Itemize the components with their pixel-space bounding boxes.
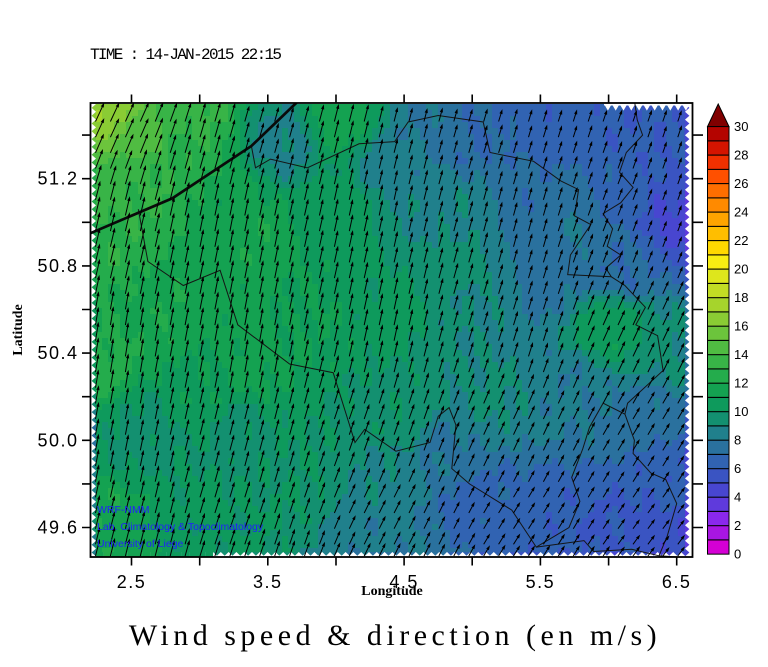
svg-text:22: 22	[734, 233, 748, 248]
svg-text:51.2: 51.2	[37, 169, 78, 189]
svg-text:30: 30	[734, 119, 748, 134]
svg-text:10: 10	[734, 404, 748, 419]
svg-text:0: 0	[734, 547, 741, 562]
svg-text:5.5: 5.5	[526, 572, 556, 592]
svg-text:Wind speed & direction (en m/s: Wind speed & direction (en m/s)	[129, 619, 661, 652]
svg-text:18: 18	[734, 290, 748, 305]
svg-text:3.5: 3.5	[253, 572, 283, 592]
svg-text:WRF-NMM: WRF-NMM	[97, 504, 149, 516]
svg-text:8: 8	[734, 433, 741, 448]
svg-text:16: 16	[734, 319, 748, 334]
svg-text:20: 20	[734, 262, 748, 277]
svg-text:6.5: 6.5	[662, 572, 692, 592]
svg-text:4: 4	[734, 490, 741, 505]
svg-text:28: 28	[734, 148, 748, 163]
svg-text:University of Liege: University of Liege	[97, 538, 184, 550]
svg-text:50.8: 50.8	[37, 256, 78, 276]
svg-text:Longitude: Longitude	[361, 584, 422, 599]
svg-text:26: 26	[734, 176, 748, 191]
svg-text:6: 6	[734, 461, 741, 476]
svg-text:2: 2	[734, 518, 741, 533]
svg-text:50.0: 50.0	[37, 430, 78, 450]
svg-text:Latitude: Latitude	[11, 304, 26, 355]
svg-text:49.6: 49.6	[37, 518, 78, 538]
svg-text:50.4: 50.4	[37, 343, 78, 363]
svg-text:12: 12	[734, 376, 748, 391]
svg-text:4.5: 4.5	[389, 572, 419, 592]
svg-text:TIME : 14-JAN-2015 22:15: TIME : 14-JAN-2015 22:15	[90, 46, 281, 64]
svg-text:24: 24	[734, 205, 748, 220]
svg-text:14: 14	[734, 347, 748, 362]
svg-text:Lab. Climatology & Topoclimato: Lab. Climatology & Topoclimatology	[97, 521, 264, 533]
svg-text:2.5: 2.5	[117, 572, 147, 592]
